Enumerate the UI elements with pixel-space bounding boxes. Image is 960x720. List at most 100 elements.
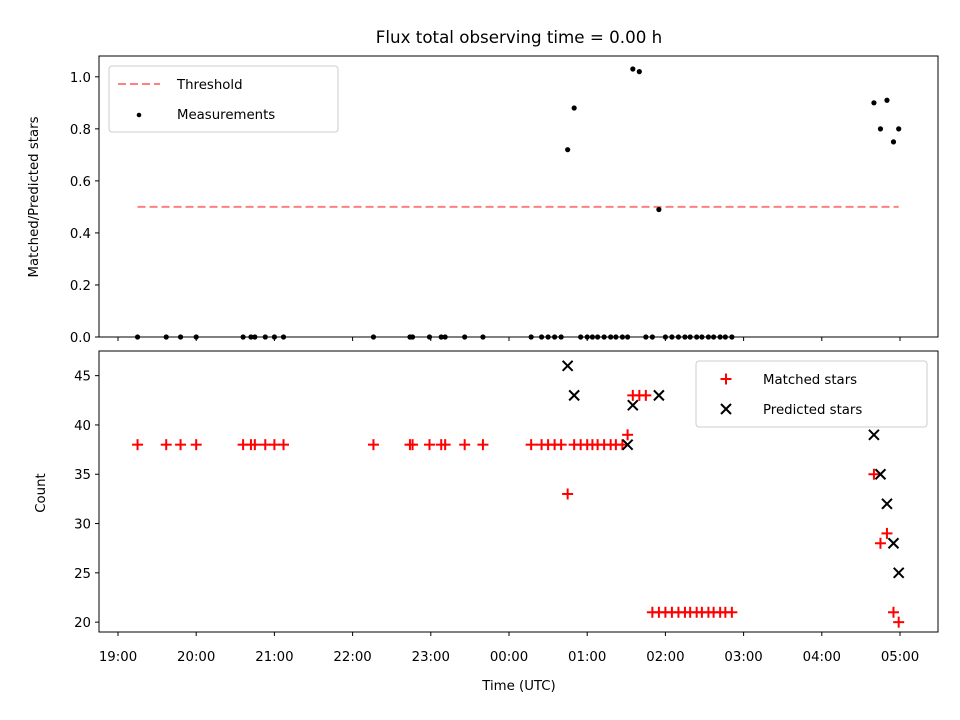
predicted-star-point xyxy=(881,498,893,510)
top-y-tick-label: 1.0 xyxy=(70,71,91,86)
bottom-y-tick-label: 35 xyxy=(74,468,91,483)
measurement-point xyxy=(619,334,625,340)
x-stroke-b xyxy=(868,429,880,441)
bottom-x-tick-label: 02:00 xyxy=(646,650,684,665)
predicted-star-point xyxy=(874,468,887,480)
measurement-point xyxy=(252,334,258,340)
measurement-point xyxy=(538,334,545,340)
measurement-point xyxy=(884,97,890,103)
matched-star-point xyxy=(887,606,899,618)
chart-title: Flux total observing time = 0.00 h xyxy=(376,27,662,47)
predicted-star-point xyxy=(621,438,634,451)
measurement-point xyxy=(675,334,682,340)
matched-star-point xyxy=(477,439,489,451)
matched-star-point xyxy=(726,606,738,618)
x-stroke-b xyxy=(621,438,634,451)
matched-star-point xyxy=(367,439,379,451)
bottom-y-tick-label: 20 xyxy=(74,616,91,631)
bottom-x-tick-label: 05:00 xyxy=(881,650,919,665)
matched-star-point xyxy=(622,429,634,441)
measurement-point xyxy=(717,334,723,340)
matched-star-point xyxy=(407,439,419,451)
bottom-x-tick-label: 22:00 xyxy=(333,650,371,665)
measurement-point xyxy=(656,206,662,213)
measurement-point xyxy=(595,334,601,340)
x-stroke-b xyxy=(653,389,665,402)
bottom-x-tick-label: 23:00 xyxy=(412,650,450,665)
measurement-point xyxy=(409,334,416,340)
x-stroke-b xyxy=(561,360,574,372)
measurement-point xyxy=(177,334,184,340)
matched-star-point xyxy=(525,439,537,451)
bottom-y-tick-label: 45 xyxy=(74,370,91,385)
measurement-point xyxy=(565,147,571,153)
bottom-y-ticks: 20 25 30 35 40 45 xyxy=(74,370,99,631)
legend-predicted-label: Predicted stars xyxy=(763,403,862,418)
bottom-legend: Matched stars Predicted stars xyxy=(695,360,928,428)
matched-star-point xyxy=(423,439,435,451)
top-legend: Threshold Measurements xyxy=(108,65,339,133)
measurement-point xyxy=(438,334,444,340)
x-stroke-b xyxy=(892,567,905,579)
measurement-point xyxy=(630,66,636,72)
measurement-point xyxy=(426,334,433,340)
measurement-point xyxy=(694,334,700,340)
predicted-stars-points xyxy=(561,360,905,579)
measurement-point xyxy=(163,334,169,340)
bottom-panel: 20 25 30 35 40 45 19:00 20:00 21:00 22:00 23:00 00… xyxy=(34,350,939,694)
x-stroke-b xyxy=(568,389,580,402)
measurement-point xyxy=(552,334,558,340)
bottom-x-tick-label: 03:00 xyxy=(724,650,762,665)
measurement-point xyxy=(729,334,735,340)
predicted-star-point xyxy=(627,399,639,411)
measurement-point xyxy=(370,334,377,340)
top-y-tick-label: 0.4 xyxy=(70,227,91,242)
matched-star-point xyxy=(555,439,567,451)
measurement-point xyxy=(608,334,614,340)
legend-matched-label: Matched stars xyxy=(763,373,857,388)
measurement-point xyxy=(480,334,486,340)
measurement-point xyxy=(705,334,712,340)
measurement-point xyxy=(545,334,551,340)
measurement-point xyxy=(584,334,590,340)
bottom-legend-box xyxy=(695,360,928,428)
measurement-point xyxy=(687,334,693,340)
measurement-point xyxy=(682,334,688,340)
top-y-tick-label: 0.0 xyxy=(70,331,91,346)
top-plot-frame xyxy=(98,55,939,338)
bottom-y-axis-label: Count xyxy=(34,473,49,513)
predicted-star-point xyxy=(568,389,580,402)
measurement-point xyxy=(558,334,564,340)
matched-star-point xyxy=(190,439,202,451)
bottom-x-tick-label: 21:00 xyxy=(255,650,293,665)
bottom-x-tick-label: 01:00 xyxy=(568,650,606,665)
matched-star-point xyxy=(459,439,471,451)
matched-star-point xyxy=(868,468,880,480)
measurement-point xyxy=(571,105,577,111)
legend-measurements-swatch xyxy=(136,112,142,118)
measurement-point xyxy=(248,334,254,340)
legend-threshold-label: Threshold xyxy=(176,78,243,93)
bottom-x-tick-label: 19:00 xyxy=(99,650,137,665)
measurement-point xyxy=(699,334,705,340)
top-legend-box xyxy=(108,65,339,133)
bottom-y-tick-label: 40 xyxy=(74,419,91,434)
bottom-y-tick-label: 30 xyxy=(74,518,91,533)
x-stroke-b xyxy=(887,537,900,549)
x-stroke-b xyxy=(881,498,893,510)
matched-star-point xyxy=(893,616,905,628)
measurement-point xyxy=(896,126,902,132)
measurement-point xyxy=(613,334,619,340)
top-panel: 0.0 0.2 0.4 0.6 0.8 1.0 Matched/Predicted sta… xyxy=(27,55,939,346)
matched-star-point xyxy=(874,537,886,549)
measurement-point xyxy=(669,334,675,340)
bottom-x-tick-label: 00:00 xyxy=(490,650,528,665)
legend-measurements-label: Measurements xyxy=(177,108,275,123)
measurement-point xyxy=(442,334,448,340)
matched-star-point xyxy=(616,439,628,451)
matched-star-point xyxy=(160,439,172,451)
measurement-point xyxy=(625,334,631,340)
bottom-plot-frame xyxy=(98,350,939,633)
top-y-ticks: 0.0 0.2 0.4 0.6 0.8 1.0 xyxy=(70,71,99,346)
predicted-star-point xyxy=(887,537,900,549)
